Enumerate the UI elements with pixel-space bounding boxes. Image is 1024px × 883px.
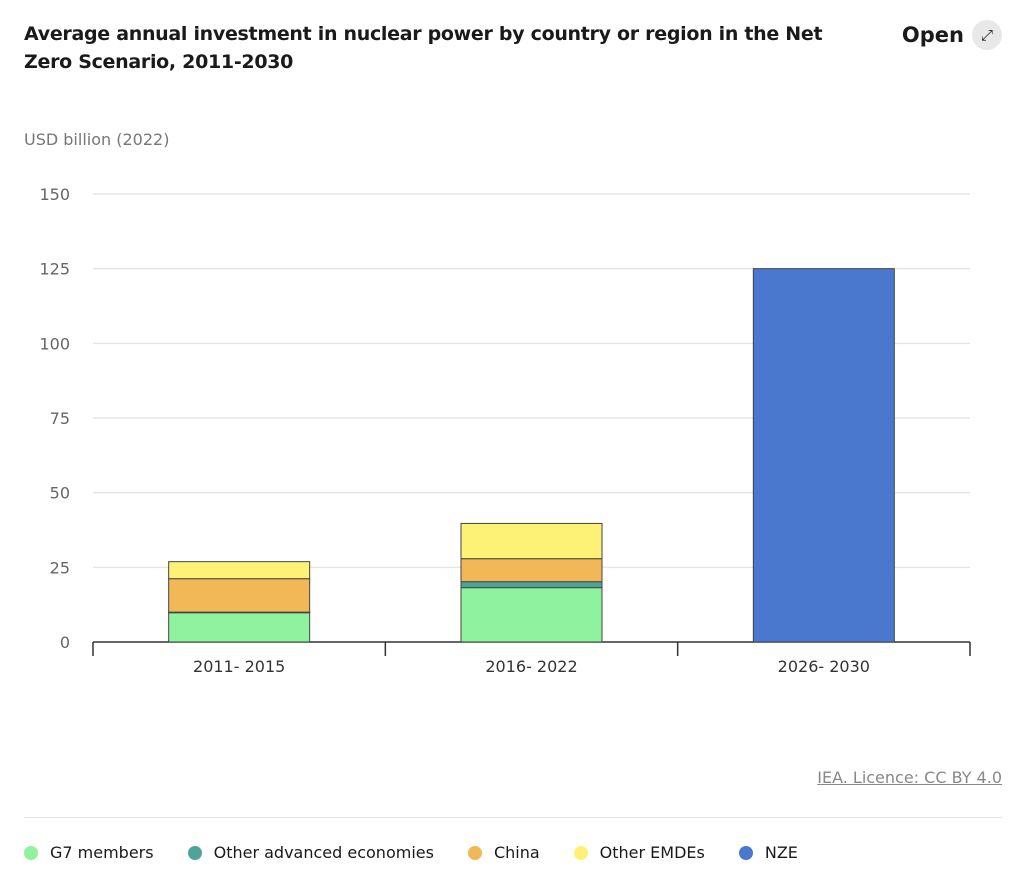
expand-arrows-icon: ⤢ xyxy=(972,20,1002,50)
y-tick-label: 50 xyxy=(50,484,70,503)
y-tick-label: 125 xyxy=(39,260,70,279)
bar-chart: 0 25 50 75 100 125 150 2011- 2015 2016- 2022 2026… xyxy=(39,185,971,676)
bar-segment xyxy=(752,268,895,643)
y-tick-label: 75 xyxy=(50,409,70,428)
legend-label: Other advanced economies xyxy=(213,843,434,862)
y-tick-label: 25 xyxy=(50,558,70,577)
x-tick-label: 2026- 2030 xyxy=(778,657,870,676)
legend-swatch xyxy=(738,845,753,860)
bar-segment xyxy=(460,558,603,583)
bar-segment xyxy=(168,578,311,613)
legend-swatch xyxy=(467,845,482,860)
y-axis-label: USD billion (2022) xyxy=(24,130,170,149)
bar-segment xyxy=(168,561,311,580)
legend-label: G7 members xyxy=(50,843,154,862)
legend-item[interactable]: Other EMDEs xyxy=(573,843,705,862)
legend-swatch xyxy=(187,845,202,860)
legend-label: NZE xyxy=(764,843,798,862)
legend-item[interactable]: Other advanced economies xyxy=(187,843,434,862)
bar-segment xyxy=(168,612,311,643)
open-label: Open xyxy=(901,23,964,47)
y-tick-label: 0 xyxy=(60,633,70,652)
y-tick-label: 150 xyxy=(39,185,70,204)
licence-link[interactable]: IEA. Licence: CC BY 4.0 xyxy=(817,768,1002,787)
legend-label: Other EMDEs xyxy=(599,843,705,862)
legend-item[interactable]: China xyxy=(467,843,540,862)
chart-title: Average annual investment in nuclear pow… xyxy=(24,23,823,73)
legend-item[interactable]: G7 members xyxy=(24,843,154,862)
legend-item[interactable]: NZE xyxy=(738,843,798,862)
divider xyxy=(24,817,1002,818)
y-tick-label: 100 xyxy=(39,334,70,353)
open-button[interactable]: Open ⤢ xyxy=(902,20,1002,50)
legend-swatch xyxy=(24,845,38,860)
bar-segment xyxy=(460,581,603,589)
x-tick-label: 2016- 2022 xyxy=(485,657,577,676)
x-tick-label: 2011- 2015 xyxy=(193,657,285,676)
legend-label: China xyxy=(493,843,540,862)
legend-swatch xyxy=(573,845,588,860)
bar-segment xyxy=(460,587,603,643)
bar-segment xyxy=(460,522,603,560)
legend: G7 members Other advanced economies China O… xyxy=(24,843,798,862)
